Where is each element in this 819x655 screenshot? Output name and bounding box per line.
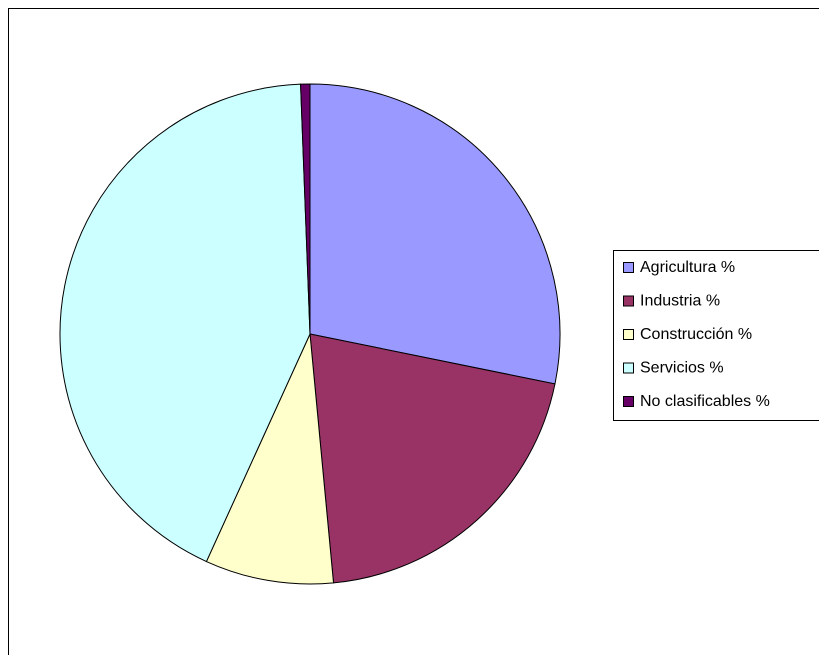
- pie-slice: [300, 83, 311, 335]
- legend-box: [613, 250, 819, 421]
- legend-swatch: [623, 295, 634, 307]
- legend-swatch: [623, 262, 634, 273]
- legend-swatch: [623, 396, 634, 407]
- legend-label: Industria %: [640, 293, 720, 310]
- legend-swatch: [623, 362, 634, 374]
- legend-swatch: [623, 329, 634, 340]
- pie-slice: [309, 333, 556, 584]
- legend-label: No clasificables %: [640, 393, 770, 410]
- pie-slice: [309, 83, 561, 385]
- legend-label: Servicios %: [640, 360, 724, 377]
- legend-label: Construcción %: [640, 326, 752, 343]
- pie-slice: [59, 83, 311, 563]
- legend-label: Agricultura %: [640, 259, 735, 276]
- pie-slice: [205, 332, 335, 585]
